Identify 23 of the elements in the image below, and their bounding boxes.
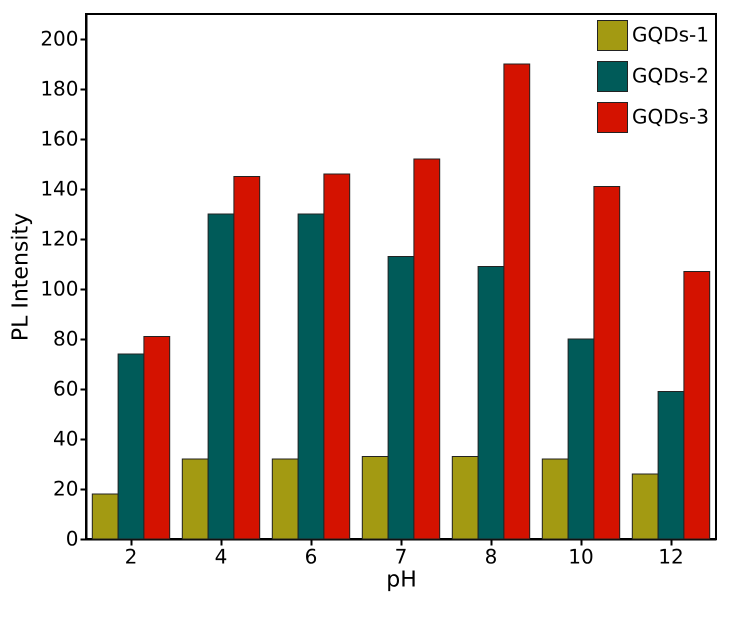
y-tick-label: 80 [53,326,78,350]
x-tick-label: 4 [214,544,228,568]
y-tick-label: 180 [40,76,78,100]
legend-label: GQDs-1 [632,22,710,46]
legend-label: GQDs-2 [632,64,710,88]
y-axis-title: PL Intensity [8,212,34,342]
x-tick-label: 10 [568,544,594,568]
y-tick-label: 100 [40,276,78,300]
x-tick-label: 6 [304,544,318,568]
x-tick-label: 2 [124,544,138,568]
y-tick-label: 40 [53,426,78,450]
legend-label: GQDs-3 [632,104,710,128]
y-tick-label: 160 [40,126,78,150]
y-tick-label: 20 [53,476,78,500]
y-tick-label: 200 [40,26,78,50]
x-axis-title: pH [386,568,417,592]
y-tick-label: 60 [53,376,78,400]
x-tick-label: 12 [658,544,684,568]
x-tick-label: 8 [484,544,498,568]
y-tick-label: 120 [40,226,78,250]
y-tick-label: 140 [40,176,78,200]
y-tick-label: 0 [66,526,78,550]
x-tick-label: 7 [394,544,408,568]
